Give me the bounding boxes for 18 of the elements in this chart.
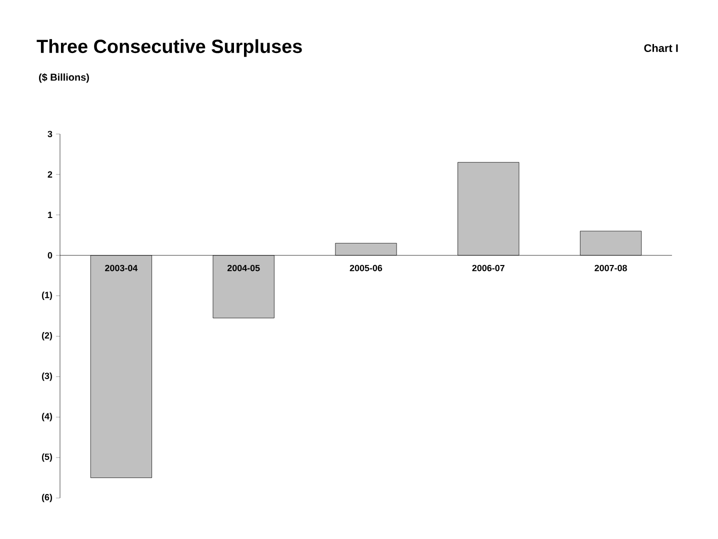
text: Chart I xyxy=(644,44,678,52)
y-tick-label: (3) xyxy=(42,372,52,381)
x-tick-label: 2003-04 xyxy=(105,264,138,272)
y-tick-label: (4) xyxy=(42,412,52,422)
x-tick-label: 2005-06 xyxy=(350,264,382,272)
y-tick-label: (2) xyxy=(42,332,52,340)
y-tick-label: 2 xyxy=(48,171,52,178)
chart-title: Three Consecutive Surpluses xyxy=(36,39,302,57)
x-tick-label: 2006-07 xyxy=(472,264,504,272)
y-tick-label: 1 xyxy=(48,212,52,218)
y-tick-label: (6) xyxy=(42,494,52,502)
y-tick-label: 3 xyxy=(48,130,52,138)
x-tick-label: 2007-08 xyxy=(594,264,627,272)
y-tick-label: (5) xyxy=(42,453,52,462)
y-tick-label: (1) xyxy=(42,292,52,300)
x-tick-label: 2004-05 xyxy=(227,264,260,272)
chart-subtitle: ($ Billions) xyxy=(39,73,89,83)
y-tick-label: 0 xyxy=(48,252,52,259)
